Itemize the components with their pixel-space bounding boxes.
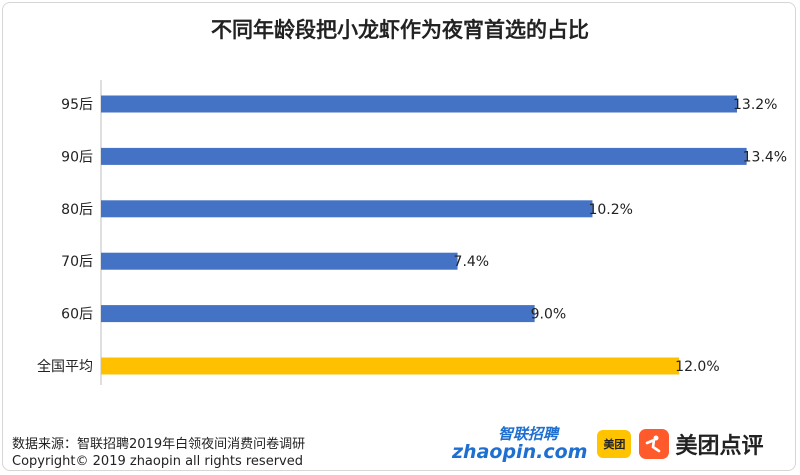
copyright-note: Copyright© 2019 zhaopin all rights reser… bbox=[12, 454, 303, 469]
bar-0 bbox=[101, 95, 737, 113]
bar-5 bbox=[101, 357, 680, 375]
zhaopin-logo: 智联招聘 zhaopin.com bbox=[452, 424, 588, 463]
value-label-0: 13.2% bbox=[733, 97, 777, 113]
chart-frame bbox=[2, 2, 796, 471]
category-label-3: 70后 bbox=[61, 254, 93, 270]
category-label-4: 60后 bbox=[61, 307, 93, 323]
value-label-1: 13.4% bbox=[743, 149, 787, 165]
bar-2 bbox=[101, 200, 593, 218]
logo-strip: 智联招聘 zhaopin.com 美团 美团点评 bbox=[452, 424, 792, 464]
bar-4 bbox=[101, 305, 535, 323]
zhaopin-logo-en: zhaopin.com bbox=[452, 440, 588, 463]
category-label-5: 全国平均 bbox=[37, 358, 93, 375]
dianping-logo-text: 美团点评 bbox=[675, 434, 764, 459]
category-label-1: 90后 bbox=[61, 149, 93, 165]
bar-3 bbox=[101, 252, 458, 270]
value-label-2: 10.2% bbox=[588, 202, 632, 218]
value-label-5: 12.0% bbox=[675, 359, 719, 375]
dianping-icon bbox=[639, 429, 670, 459]
category-label-0: 95后 bbox=[61, 97, 93, 113]
zhaopin-logo-cn: 智联招聘 bbox=[498, 424, 559, 443]
bar-chart: 95后 13.2% 90后 13.4% 80后 10.2% 70后 7.4% 60后 9.0% 全国… bbox=[37, 80, 787, 385]
meituan-logo: 美团 bbox=[597, 430, 632, 458]
value-label-4: 9.0% bbox=[531, 307, 567, 323]
category-label-2: 80后 bbox=[61, 202, 93, 218]
bar-1 bbox=[101, 147, 747, 165]
source-note: 数据来源：智联招聘2019年白领夜间消费问卷调研 bbox=[12, 437, 306, 452]
value-label-3: 7.4% bbox=[454, 254, 490, 270]
chart-title: 不同年龄段把小龙虾作为夜宵首选的占比 bbox=[211, 18, 589, 42]
